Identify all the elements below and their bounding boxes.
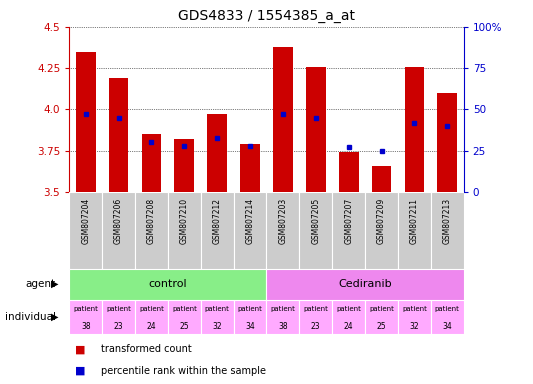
Text: ▶: ▶ <box>51 279 59 289</box>
Text: 38: 38 <box>81 322 91 331</box>
Bar <box>233 300 266 334</box>
Bar <box>306 66 326 192</box>
Text: GSM807207: GSM807207 <box>344 198 353 244</box>
Text: GSM807206: GSM807206 <box>114 198 123 244</box>
Text: GSM807208: GSM807208 <box>147 198 156 244</box>
Bar <box>273 47 293 192</box>
Text: patient: patient <box>106 306 131 312</box>
Text: Cediranib: Cediranib <box>338 279 392 289</box>
Text: patient: patient <box>303 306 328 312</box>
Bar <box>102 300 135 334</box>
Text: 32: 32 <box>212 322 222 331</box>
Bar <box>372 166 391 192</box>
Bar <box>76 52 95 192</box>
Text: 23: 23 <box>114 322 124 331</box>
Text: 24: 24 <box>147 322 156 331</box>
Text: GSM807210: GSM807210 <box>180 198 189 244</box>
Text: individual: individual <box>5 312 56 322</box>
Bar <box>300 192 332 269</box>
Bar <box>69 192 102 269</box>
Bar <box>233 192 266 269</box>
Text: 25: 25 <box>377 322 386 331</box>
Text: GSM807209: GSM807209 <box>377 198 386 244</box>
Bar <box>332 300 365 334</box>
Bar <box>398 300 431 334</box>
Text: 34: 34 <box>245 322 255 331</box>
Text: GSM807212: GSM807212 <box>213 198 222 244</box>
Text: patient: patient <box>139 306 164 312</box>
Text: 25: 25 <box>180 322 189 331</box>
Text: patient: patient <box>435 306 460 312</box>
Text: percentile rank within the sample: percentile rank within the sample <box>101 366 266 376</box>
Text: patient: patient <box>238 306 263 312</box>
Text: ▶: ▶ <box>51 312 59 322</box>
Bar <box>135 300 168 334</box>
Bar <box>142 134 161 192</box>
Bar <box>405 66 424 192</box>
Bar <box>109 78 128 192</box>
Text: 34: 34 <box>442 322 452 331</box>
Bar <box>339 152 359 192</box>
Text: 38: 38 <box>278 322 288 331</box>
Text: GSM807211: GSM807211 <box>410 198 419 244</box>
Bar <box>431 192 464 269</box>
Text: GSM807214: GSM807214 <box>246 198 255 244</box>
Text: GSM807205: GSM807205 <box>311 198 320 244</box>
Bar <box>266 192 300 269</box>
Text: 23: 23 <box>311 322 321 331</box>
Text: patient: patient <box>369 306 394 312</box>
Bar <box>365 300 398 334</box>
Text: patient: patient <box>205 306 230 312</box>
Bar <box>168 192 201 269</box>
Bar <box>365 192 398 269</box>
Text: transformed count: transformed count <box>101 344 192 354</box>
Text: agent: agent <box>26 279 56 289</box>
Bar <box>300 300 332 334</box>
Bar <box>135 192 168 269</box>
Bar <box>266 300 300 334</box>
Text: GSM807204: GSM807204 <box>81 198 90 244</box>
Text: patient: patient <box>172 306 197 312</box>
Bar <box>398 192 431 269</box>
Bar <box>69 300 102 334</box>
Text: GSM807203: GSM807203 <box>278 198 287 244</box>
Text: ■: ■ <box>75 344 85 354</box>
Text: patient: patient <box>336 306 361 312</box>
Bar <box>168 300 201 334</box>
Text: 32: 32 <box>409 322 419 331</box>
Text: patient: patient <box>270 306 295 312</box>
Bar <box>69 269 266 300</box>
Bar <box>431 300 464 334</box>
Text: 24: 24 <box>344 322 353 331</box>
Bar <box>438 93 457 192</box>
Bar <box>201 300 233 334</box>
Bar <box>102 192 135 269</box>
Bar <box>174 139 194 192</box>
Text: patient: patient <box>73 306 98 312</box>
Title: GDS4833 / 1554385_a_at: GDS4833 / 1554385_a_at <box>178 9 355 23</box>
Bar <box>207 114 227 192</box>
Bar <box>201 192 233 269</box>
Bar <box>332 192 365 269</box>
Text: patient: patient <box>402 306 427 312</box>
Text: GSM807213: GSM807213 <box>443 198 452 244</box>
Bar <box>240 144 260 192</box>
Text: ■: ■ <box>75 366 85 376</box>
Text: control: control <box>149 279 187 289</box>
Bar <box>266 269 464 300</box>
